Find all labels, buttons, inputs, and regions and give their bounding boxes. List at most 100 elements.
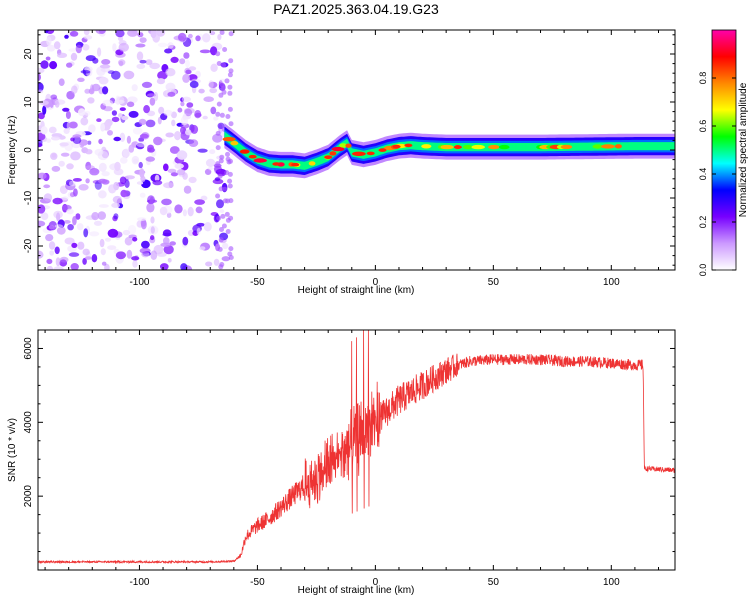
noise-blob — [188, 66, 197, 71]
ridge-hotspot — [462, 144, 473, 150]
noise-blob — [114, 99, 125, 105]
ridge-core — [224, 131, 675, 170]
noise-blob — [127, 96, 138, 104]
noise-blob — [107, 245, 117, 251]
ridge-hotspot — [498, 144, 510, 150]
noise-blob — [43, 193, 53, 202]
noise-blob — [225, 229, 231, 234]
noise-blob — [49, 61, 58, 70]
noise-blob — [38, 204, 46, 214]
noise-blob — [170, 172, 178, 177]
noise-blob — [87, 140, 92, 145]
noise-blob — [213, 116, 219, 121]
noise-blob — [219, 227, 224, 232]
noise-blob — [216, 61, 222, 66]
noise-blob — [199, 49, 211, 54]
noise-blob — [202, 33, 211, 43]
noise-blob — [128, 144, 135, 153]
noise-blob — [133, 158, 139, 164]
noise-blob — [70, 52, 78, 61]
noise-blob — [98, 138, 103, 145]
noise-blob — [135, 43, 146, 48]
noise-blob — [102, 86, 109, 95]
noise-blob — [139, 247, 151, 254]
x-tick-label: 0 — [373, 277, 379, 288]
noise-blob — [215, 111, 221, 117]
noise-blob — [228, 246, 234, 252]
noise-blob — [153, 136, 163, 146]
noise-blob — [99, 64, 111, 69]
noise-blob — [222, 242, 229, 250]
noise-blob — [218, 92, 224, 98]
noise-blob — [50, 152, 58, 160]
ridge-peak — [404, 143, 413, 148]
noise-blob — [112, 43, 117, 52]
ridge-peak — [366, 151, 375, 156]
noise-blob — [182, 172, 188, 180]
noise-blob — [39, 100, 49, 106]
noise-blob — [149, 62, 161, 70]
colorbar-tick-label: 0.4 — [698, 168, 708, 181]
noise-blob — [217, 34, 222, 41]
noise-blob — [46, 258, 53, 265]
snr-frame — [37, 329, 676, 571]
noise-blob — [84, 256, 93, 260]
spectrogram-x-ticks: -100 -50 0 50 100 — [44, 30, 659, 288]
noise-blob — [128, 224, 137, 235]
noise-blob — [195, 35, 201, 42]
colorbar-scale — [711, 29, 737, 271]
noise-blob — [72, 134, 82, 139]
noise-blob — [215, 145, 221, 151]
noise-blob — [136, 63, 146, 69]
noise-blob — [147, 225, 159, 235]
noise-blob — [183, 52, 190, 59]
noise-blob — [89, 168, 100, 176]
noise-blob — [185, 129, 192, 136]
noise-blob — [54, 246, 60, 255]
noise-blob — [108, 184, 117, 194]
noise-blob — [72, 216, 77, 226]
noise-blob — [195, 206, 203, 214]
noise-blob — [165, 82, 176, 92]
noise-blob — [119, 176, 127, 185]
ridge-hotspot — [471, 144, 485, 150]
noise-blob — [98, 162, 107, 172]
noise-blob — [45, 234, 54, 242]
noise-blob — [224, 170, 230, 176]
noise-blob — [218, 158, 224, 164]
noise-blob — [101, 261, 107, 266]
noise-blob — [66, 62, 73, 68]
noise-blob — [38, 67, 45, 74]
ridge-hotspot — [345, 143, 352, 148]
noise-blob — [137, 217, 147, 222]
noise-blob — [107, 228, 119, 238]
noise-blob — [218, 264, 224, 270]
noise-blob — [58, 160, 65, 167]
noise-blob — [80, 117, 89, 126]
ridge-peak — [248, 154, 257, 159]
noise-blob — [225, 217, 231, 223]
noise-blob — [224, 78, 230, 84]
noise-blob — [89, 231, 100, 237]
noise-blob — [228, 198, 234, 204]
noise-blob — [61, 196, 69, 201]
noise-blob — [209, 149, 216, 155]
noise-blob — [77, 77, 85, 83]
noise-blob — [219, 82, 225, 88]
noise-blob — [228, 255, 234, 260]
noise-blob — [169, 146, 180, 154]
noise-blob — [132, 127, 143, 135]
noise-blob — [71, 85, 78, 94]
ridge-hotspot — [239, 149, 250, 154]
noise-blob — [150, 235, 155, 241]
ridge-peak — [324, 155, 333, 159]
noise-blob — [50, 94, 58, 100]
noise-blob — [131, 84, 138, 92]
noise-blob — [113, 213, 119, 220]
noise-blob — [225, 114, 231, 119]
noise-blob — [141, 240, 150, 249]
noise-blob — [38, 73, 41, 81]
y-tick-label: 2000 — [23, 485, 34, 508]
noise-blob — [137, 32, 144, 38]
